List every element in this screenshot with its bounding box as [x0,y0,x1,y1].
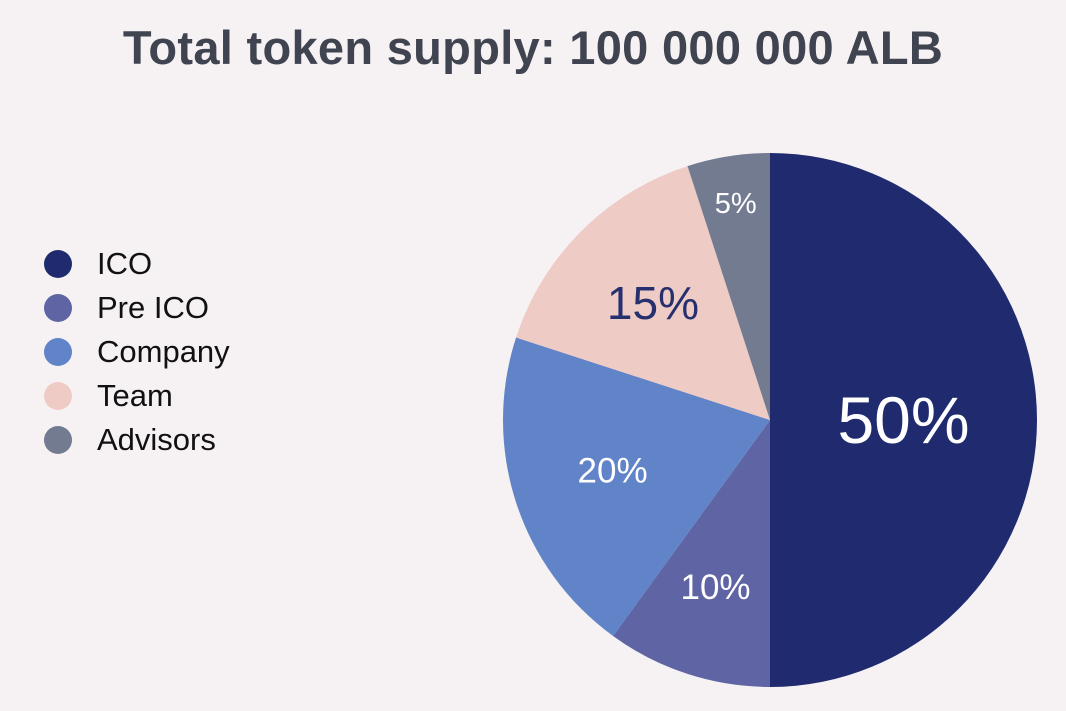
pie-label-team: 15% [607,277,699,329]
legend-swatch-ico [44,250,72,278]
legend-item-ico: ICO [44,242,230,286]
legend-label-ico: ICO [97,246,153,281]
pie-label-company: 20% [578,452,648,491]
chart-title: Total token supply: 100 000 000 ALB [122,21,944,74]
pie-slice-ico [770,153,1037,687]
legend-label-company: Company [97,334,230,369]
legend-item-pre-ico: Pre ICO [44,286,230,330]
legend-swatch-team [44,382,72,410]
pie-label-pre-ico: 10% [681,568,751,607]
pie-slice-advisors [687,153,770,420]
legend-label-advisors: Advisors [97,422,216,457]
legend-swatch-advisors [44,426,72,454]
pie-slice-team [516,166,770,420]
pie-label-advisors: 5% [715,188,757,220]
legend-item-team: Team [44,374,230,418]
pie-slice-pre-ico [613,420,770,687]
legend-item-advisors: Advisors [44,418,230,462]
legend-swatch-pre-ico [44,294,72,322]
legend-label-team: Team [97,378,173,413]
pie-slice-company [503,337,770,637]
legend: ICO Pre ICO Company Team Advisors [44,242,230,462]
legend-item-company: Company [44,330,230,374]
legend-label-pre-ico: Pre ICO [97,290,209,325]
legend-swatch-company [44,338,72,366]
pie-label-ico: 50% [837,383,969,457]
